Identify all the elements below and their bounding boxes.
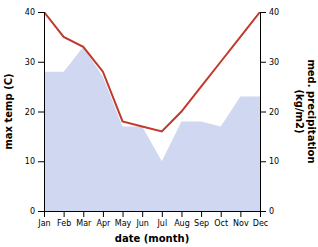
tick-label: 10 [25,157,35,166]
axis-line [38,13,45,212]
x-label: date (month) [115,233,189,244]
tick-label: 40 [25,8,35,17]
line [44,12,260,131]
tick-label: Jun [135,219,149,228]
tick-label: Jul [156,219,167,228]
y-axis: 0 10 20 30 40 [25,8,45,216]
tick-label: Sep [194,219,209,228]
tick: 10 [260,157,279,166]
tick-mark [38,161,44,162]
tick-mark [142,211,143,217]
tick: Jan [37,211,50,228]
tick-mark [38,62,44,63]
tick: Feb [57,211,71,228]
tick-mark [221,211,222,217]
tick: 30 [260,58,279,67]
tick-mark [260,12,266,13]
tick: 0 [30,207,44,216]
tick: 10 [25,157,44,166]
tick-label: 40 [269,8,279,17]
tick: Nov [233,211,249,228]
tick: 20 [25,108,44,117]
tick-label: Jan [37,219,50,228]
y2-label: med. precipitation(kg/m2) [294,59,317,163]
y2-label-line: (kg/m2) [294,90,305,134]
tick: Jul [156,211,167,228]
tick-label: 20 [269,108,279,117]
tick-label: Aug [174,219,190,228]
tick-mark [38,211,44,212]
tick: Oct [214,211,228,228]
axis-line [261,13,267,212]
tick-mark [181,211,182,217]
x-axis: Jan Feb Mar Apr MayJun Jul Aug Sep Oct Nov Dec [37,211,268,228]
chart: JanFebMarAprMayJunJulAugSepOctNovDec0102… [0,0,318,247]
tick-mark [38,12,44,13]
tick: 0 [260,207,274,216]
tick-mark [64,211,65,217]
tick-label: Oct [214,219,228,228]
tick: Mar [76,211,92,228]
tick-label: 0 [269,207,274,216]
tick: Dec [253,211,268,228]
tick-mark [162,211,163,217]
tick: 40 [25,8,44,17]
tick: 30 [25,58,44,67]
tick-mark [103,211,104,217]
tick-mark [38,112,44,113]
tick-label: 30 [269,58,279,67]
plot: JanFebMarAprMayJunJulAugSepOctNovDec0102… [3,8,317,244]
y2-label-line: med. precipitation [306,59,317,163]
tick-mark [83,211,84,217]
tick-mark [260,161,266,162]
tick-label: Dec [253,219,268,228]
tick-label: 20 [25,108,35,117]
tick-mark [260,62,266,63]
tick: Apr [96,211,111,228]
y-label: max temp (C) [3,73,14,149]
tick-mark [260,112,266,113]
tick: Sep [194,211,209,228]
tick: 40 [260,8,279,17]
tick-label: 0 [30,207,35,216]
y2-axis: 0 10 20 30 40 [260,8,279,216]
tick-label: Mar [76,219,92,228]
tick-mark [260,211,266,212]
tick: Jun [135,211,149,228]
tick: 20 [260,108,279,117]
tick-label: Feb [57,219,71,228]
tick-mark [201,211,202,217]
tick-mark [123,211,124,217]
tick-label: 10 [269,157,279,166]
marks [44,12,260,211]
tick-label: Nov [233,219,249,228]
tick-mark [240,211,241,217]
tick: May [115,211,132,228]
tick-label: 30 [25,58,35,67]
tick-label: May [115,219,132,228]
tick-label: Apr [96,219,111,228]
tick: Aug [174,211,190,228]
axis-line [45,212,261,218]
